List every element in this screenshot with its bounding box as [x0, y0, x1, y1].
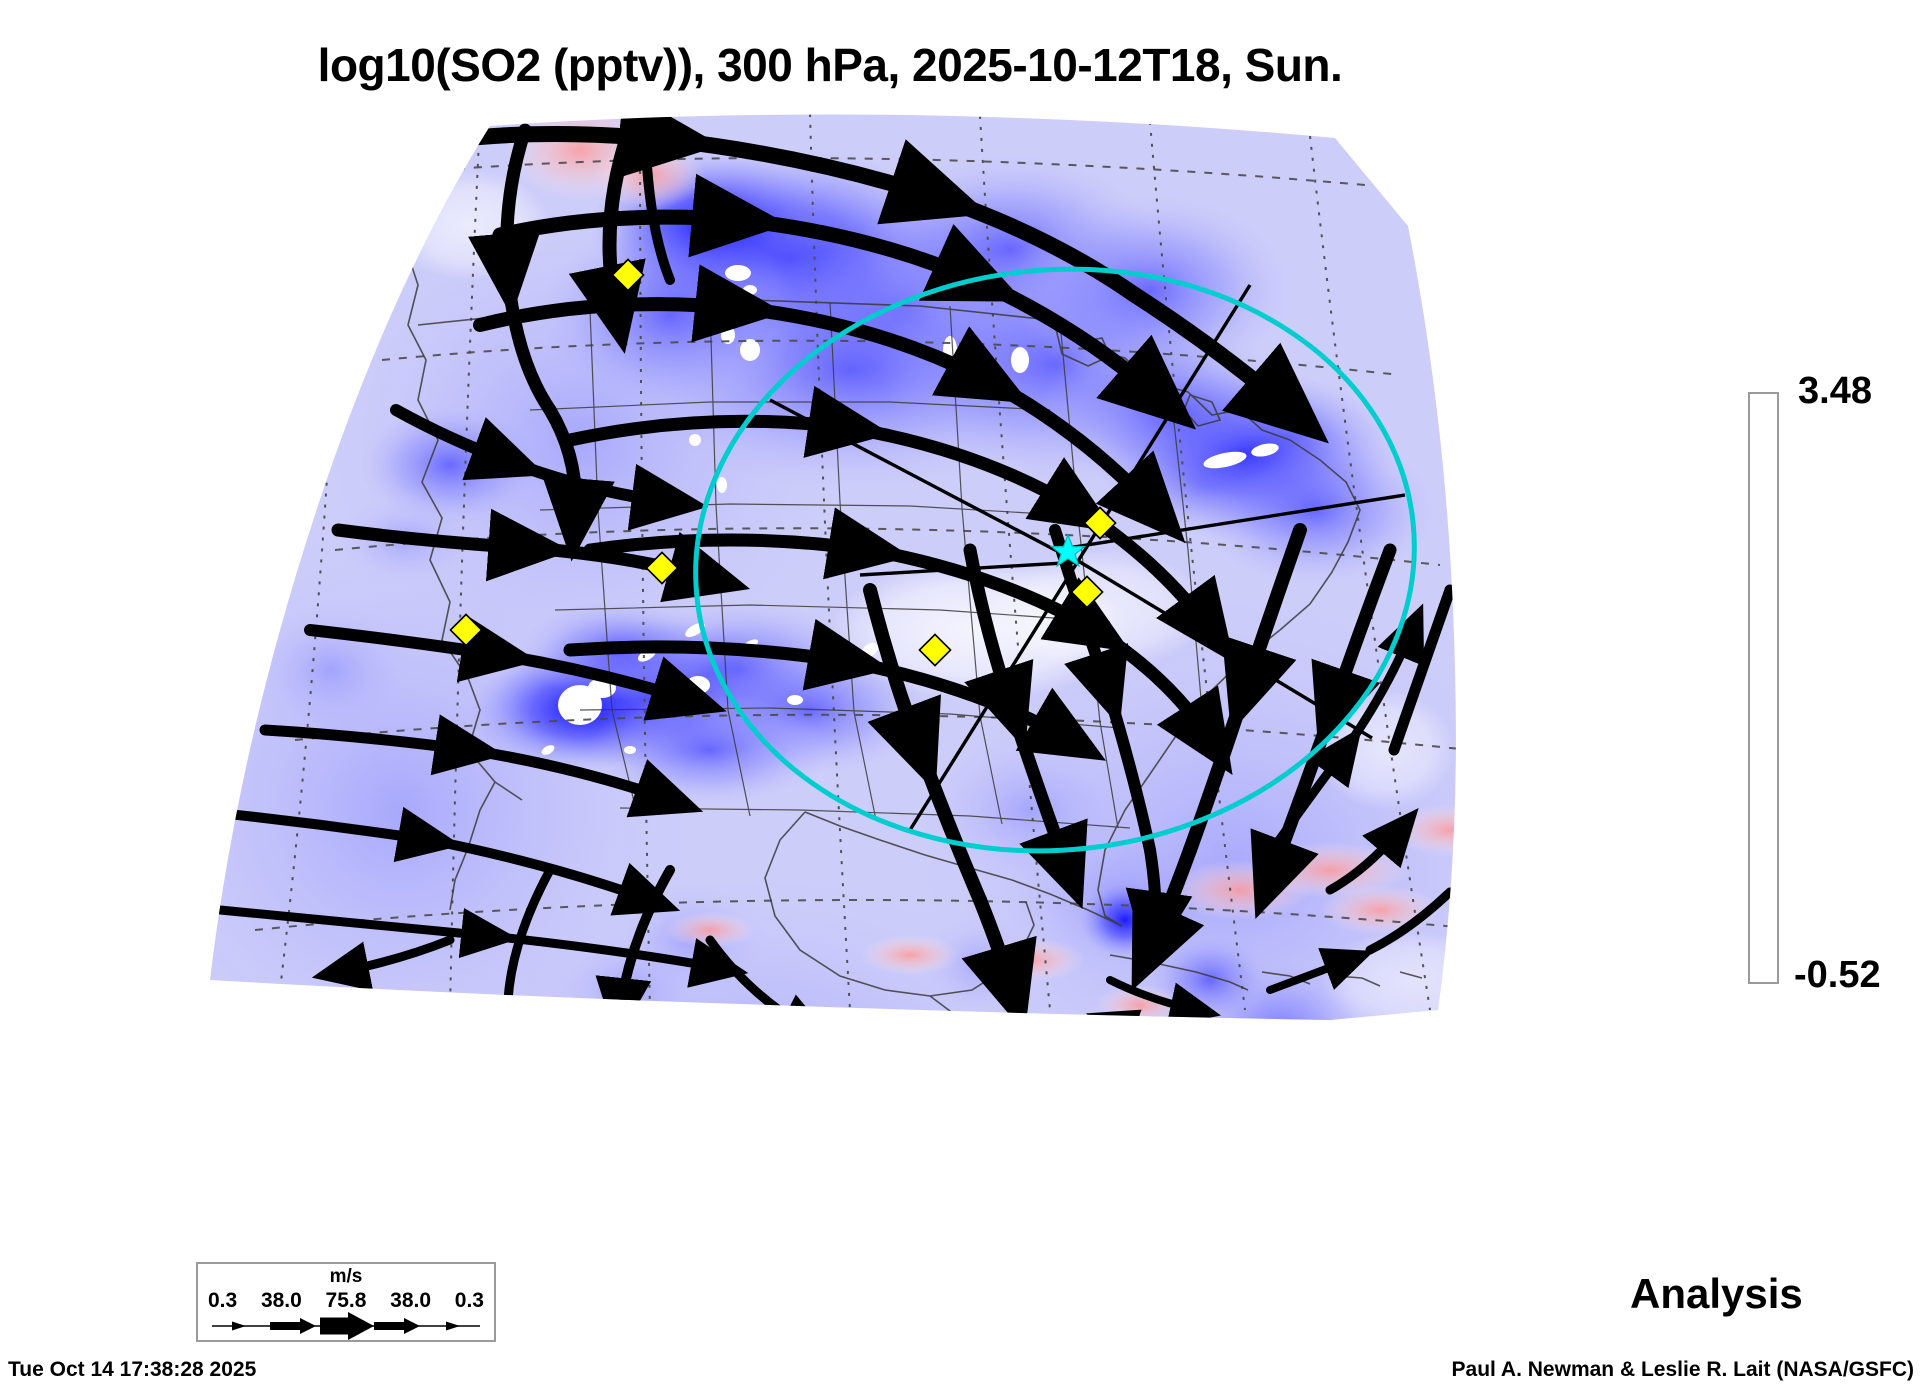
map-canvas[interactable] — [150, 110, 1570, 1240]
footer-credit: Paul A. Newman & Leslie R. Lait (NASA/GS… — [1451, 1358, 1914, 1381]
station-marker[interactable] — [1070, 575, 1104, 609]
station-markers[interactable] — [449, 258, 1117, 667]
station-marker[interactable] — [449, 613, 483, 647]
station-marker[interactable] — [645, 551, 679, 585]
colorbar-max-label: 3.48 — [1798, 370, 1872, 412]
page-title: log10(SO2 (pptv)), 300 hPa, 2025-10-12T1… — [317, 39, 1343, 91]
wind-speed-legend: m/s 0.3 38.0 75.8 38.0 0.3 — [196, 1262, 496, 1342]
wind-tick-3: 38.0 — [390, 1289, 432, 1312]
so2-field-raster — [210, 114, 1456, 1021]
colorbar-gradient — [1748, 392, 1779, 984]
station-marker[interactable] — [918, 633, 952, 667]
wind-tick-2: 75.8 — [325, 1289, 367, 1312]
wind-tick-1: 38.0 — [260, 1289, 302, 1312]
range-circle — [693, 266, 1417, 854]
station-marker[interactable] — [1083, 506, 1117, 540]
footer-timestamp: Tue Oct 14 17:38:28 2025 — [8, 1358, 257, 1381]
station-marker[interactable] — [611, 258, 645, 292]
wind-tick-0: 0.3 — [208, 1289, 238, 1312]
colorbar: 3.48 -0.52 — [1742, 370, 1922, 996]
wind-tick-4: 0.3 — [454, 1289, 484, 1312]
wind-streamlines — [210, 114, 1456, 1021]
wind-legend-tick-values: 0.3 38.0 75.8 38.0 0.3 — [198, 1289, 494, 1313]
analysis-label: Analysis — [1630, 1270, 1803, 1317]
wind-legend-arrow-scale — [198, 1312, 494, 1340]
colorbar-min-label: -0.52 — [1794, 954, 1881, 996]
center-star-marker[interactable] — [1049, 533, 1087, 568]
wind-legend-unit-label: m/s — [329, 1266, 363, 1287]
